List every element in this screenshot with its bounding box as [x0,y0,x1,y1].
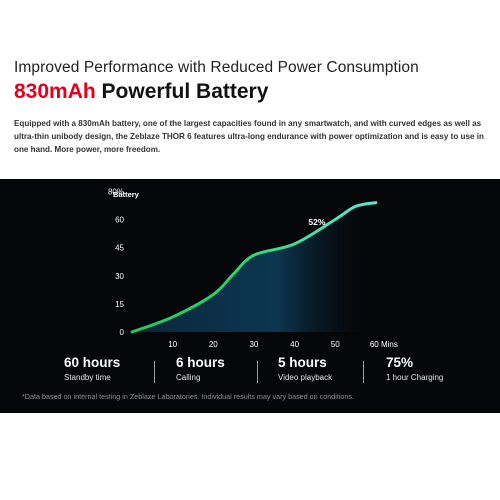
y-tick-label: 60 [115,216,124,225]
chart-series-line [130,201,378,334]
stat-charging: 75% 1 hour Charging [386,355,443,383]
description-paragraph: Equipped with a 830mAh battery, one of t… [14,119,484,154]
x-tick-label: 40 [290,340,299,349]
stat-label: Video playback [278,373,333,382]
x-tick-label: 50 [331,340,340,349]
title-capacity: 830mAh [14,80,96,103]
x-tick-label: 10 [168,340,177,349]
stat-divider [154,361,155,383]
battery-chart: Battery 0 15 30 45 60 80% 10 20 30 40 50 60 Mins 5… [108,187,398,349]
section-subtitle: Improved Performance with Reduced Power … [14,59,419,76]
stat-label: Standby time [64,373,111,382]
footnote: *Data based on internal testing in Zebla… [22,392,355,401]
chart-title: Battery [113,190,140,199]
stat-value: 6 hours [176,355,225,370]
stat-value: 75% [386,355,414,370]
chart-area-fill [132,202,376,332]
header-section: Improved Performance with Reduced Power … [14,58,490,156]
y-tick-label: 0 [120,328,125,337]
chart-annotation-label: 52% [308,217,325,227]
stat-value: 5 hours [278,355,327,370]
x-tick-label: 20 [209,340,218,349]
title-text: Powerful Battery [95,80,269,103]
stat-value: 60 hours [64,355,121,370]
x-tick-label: 60 Mins [370,340,398,349]
battery-panel: Battery 0 15 30 45 60 80% 10 20 30 40 50 60 Mins 5… [0,179,500,413]
stat-divider [363,361,364,383]
y-tick-label: 15 [115,300,124,309]
stat-divider [257,361,258,383]
y-tick-label: 45 [115,244,124,253]
stat-label: 1 hour Charging [386,373,444,382]
stat-video: 5 hours Video playback [278,355,332,383]
x-tick-label: 30 [249,340,258,349]
stat-label: Calling [176,373,201,382]
section-title: 830mAh Powerful Battery [14,79,490,105]
y-tick-label: 80% [108,187,124,196]
stats-row: 60 hours Standby time 6 hours Calling 5 … [30,355,470,389]
stat-standby: 60 hours Standby time [64,355,120,383]
y-tick-label: 30 [115,272,124,281]
stat-calling: 6 hours Calling [176,355,225,383]
